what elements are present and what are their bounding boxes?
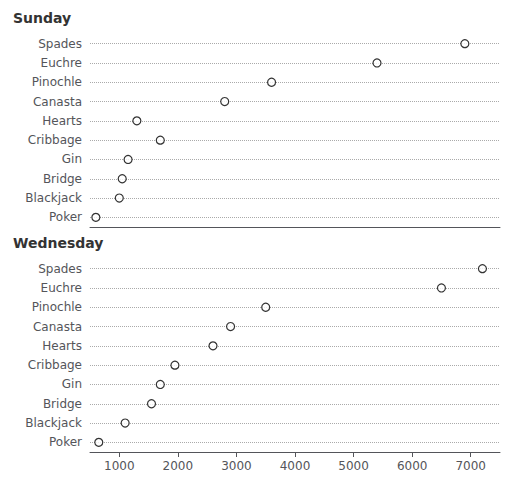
svg-text:Cribbage: Cribbage <box>28 133 82 147</box>
svg-text:Hearts: Hearts <box>42 114 82 128</box>
svg-text:Gin: Gin <box>62 152 82 166</box>
svg-text:Blackjack: Blackjack <box>25 191 82 205</box>
svg-text:6000: 6000 <box>397 459 428 473</box>
svg-text:Spades: Spades <box>38 262 82 276</box>
svg-text:2000: 2000 <box>163 459 194 473</box>
svg-text:Canasta: Canasta <box>33 320 82 334</box>
svg-text:Poker: Poker <box>49 210 82 224</box>
svg-text:Gin: Gin <box>62 377 82 391</box>
svg-text:Hearts: Hearts <box>42 339 82 353</box>
svg-text:Poker: Poker <box>49 435 82 449</box>
svg-text:Bridge: Bridge <box>43 397 82 411</box>
svg-text:Blackjack: Blackjack <box>25 416 82 430</box>
svg-text:Bridge: Bridge <box>43 172 82 186</box>
svg-text:4000: 4000 <box>280 459 311 473</box>
svg-text:Spades: Spades <box>38 37 82 51</box>
svg-text:Cribbage: Cribbage <box>28 358 82 372</box>
svg-text:5000: 5000 <box>338 459 369 473</box>
svg-text:Pinochle: Pinochle <box>32 300 82 314</box>
svg-text:Sunday: Sunday <box>13 10 71 26</box>
svg-text:Euchre: Euchre <box>41 56 82 70</box>
svg-text:3000: 3000 <box>221 459 252 473</box>
svg-text:1000: 1000 <box>104 459 135 473</box>
svg-text:Pinochle: Pinochle <box>32 75 82 89</box>
svg-text:Euchre: Euchre <box>41 281 82 295</box>
svg-text:Wednesday: Wednesday <box>13 235 103 251</box>
svg-text:Canasta: Canasta <box>33 95 82 109</box>
svg-text:7000: 7000 <box>455 459 486 473</box>
